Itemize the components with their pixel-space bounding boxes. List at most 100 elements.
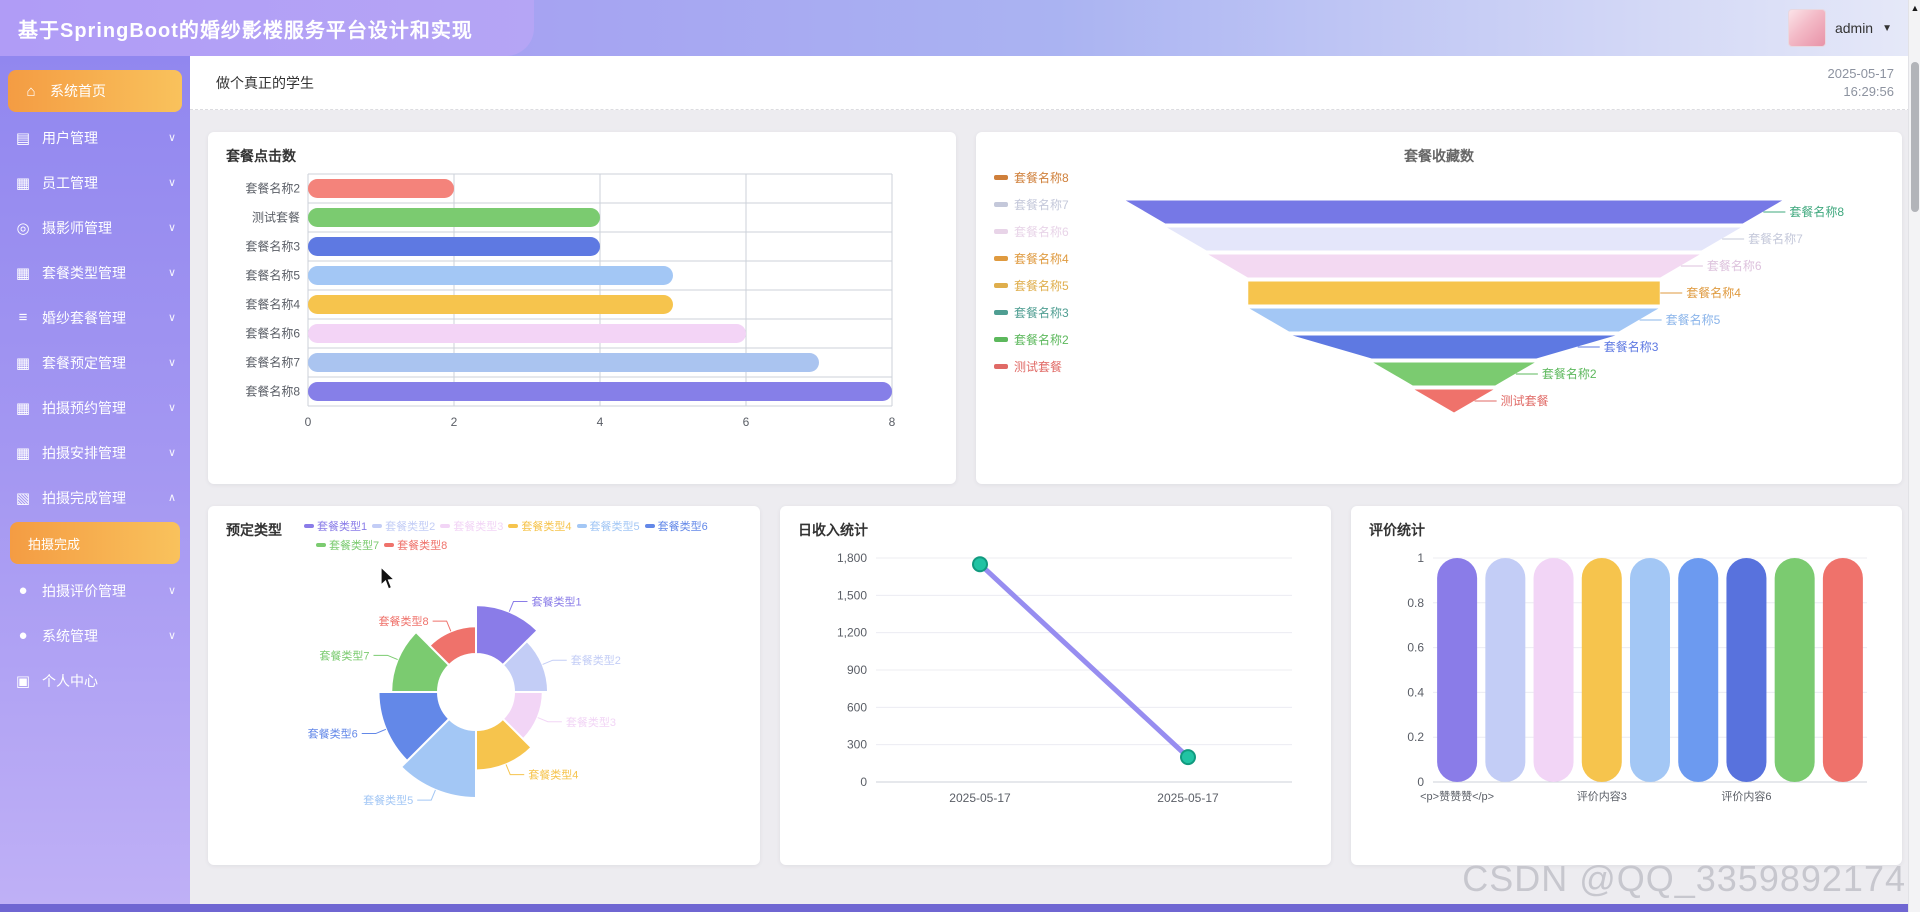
svg-text:套餐名称4: 套餐名称4 bbox=[1686, 285, 1741, 300]
legend-item-套餐类型8[interactable]: 套餐类型8 bbox=[384, 537, 447, 553]
legend-label: 套餐类型4 bbox=[521, 521, 572, 533]
svg-text:8: 8 bbox=[889, 415, 896, 429]
chevron-down-icon: ∨ bbox=[167, 222, 176, 234]
sidebar-item-11[interactable]: ● 系统管理 ∨ bbox=[0, 613, 190, 658]
legend-item-套餐名称3[interactable]: 套餐名称3 bbox=[994, 299, 1069, 326]
sidebar-item-12[interactable]: ▣ 个人中心 bbox=[0, 658, 190, 703]
sidebar-item-label: 用户管理 bbox=[42, 129, 98, 146]
svg-text:300: 300 bbox=[847, 738, 867, 752]
sidebar-item-0[interactable]: ⌂ 系统首页 bbox=[8, 70, 182, 112]
svg-text:0: 0 bbox=[305, 415, 312, 429]
chevron-down-icon: ∨ bbox=[167, 267, 176, 279]
legend-item-套餐类型2[interactable]: 套餐类型2 bbox=[372, 518, 435, 534]
grid-icon: ▦ bbox=[15, 264, 31, 282]
svg-text:0: 0 bbox=[1417, 775, 1424, 789]
grid-icon: ▦ bbox=[15, 444, 31, 462]
svg-text:套餐名称4: 套餐名称4 bbox=[245, 297, 300, 312]
user-menu[interactable]: admin ▼ bbox=[1787, 0, 1892, 56]
svg-text:评价内容6: 评价内容6 bbox=[1721, 789, 1771, 803]
sidebar-item-6[interactable]: ▦ 套餐预定管理 ∨ bbox=[0, 340, 190, 385]
legend-item-套餐类型4[interactable]: 套餐类型4 bbox=[508, 518, 572, 534]
svg-text:套餐名称6: 套餐名称6 bbox=[245, 326, 300, 341]
svg-text:测试套餐: 测试套餐 bbox=[252, 210, 300, 225]
app-title-box: 基于SpringBoot的婚纱影楼服务平台设计和实现 bbox=[0, 0, 534, 56]
svg-text:套餐名称6: 套餐名称6 bbox=[1707, 258, 1762, 273]
legend-item-套餐类型1[interactable]: 套餐类型1 bbox=[304, 518, 367, 534]
svg-text:套餐类型4: 套餐类型4 bbox=[528, 768, 578, 782]
grid-icon: ▦ bbox=[15, 174, 31, 192]
legend-item-测试套餐[interactable]: 测试套餐 bbox=[994, 353, 1069, 380]
sidebar-item-label: 套餐预定管理 bbox=[42, 354, 126, 371]
pie-legend: 套餐类型1 套餐类型2 套餐类型3 套餐类型4 套餐类型5 套餐类型6 套餐类型7 套餐类型8 bbox=[304, 518, 708, 556]
legend-item-套餐名称2[interactable]: 套餐名称2 bbox=[994, 326, 1069, 353]
scrollbar[interactable]: ▲ bbox=[1908, 0, 1920, 912]
legend-item-套餐名称8[interactable]: 套餐名称8 bbox=[994, 164, 1069, 191]
panel-title: 日收入统计 bbox=[798, 522, 868, 538]
badge-icon: ◎ bbox=[16, 219, 30, 237]
sidebar-item-1[interactable]: ▤ 用户管理 ∨ bbox=[0, 115, 190, 160]
legend-label: 套餐类型1 bbox=[317, 521, 368, 533]
legend-label: 测试套餐 bbox=[1014, 360, 1063, 374]
funnel-legend: 套餐名称8 套餐名称7 套餐名称6 套餐名称4 套餐名称5 套餐名称3 套餐名称2 测试套餐 bbox=[994, 164, 1069, 380]
legend-marker bbox=[384, 543, 395, 547]
legend-item-套餐类型7[interactable]: 套餐类型7 bbox=[316, 537, 379, 553]
svg-text:2025-05-17: 2025-05-17 bbox=[949, 791, 1011, 805]
sidebar-item-label: 拍摄安排管理 bbox=[42, 444, 126, 461]
svg-text:套餐名称5: 套餐名称5 bbox=[245, 268, 300, 283]
legend-item-套餐名称5[interactable]: 套餐名称5 bbox=[994, 272, 1069, 299]
topbar: 做个真正的学生 2025-05-17 16:29:56 bbox=[190, 56, 1920, 110]
svg-text:套餐名称7: 套餐名称7 bbox=[1748, 231, 1803, 246]
legend-label: 套餐类型3 bbox=[453, 521, 504, 533]
svg-text:2025-05-17: 2025-05-17 bbox=[1157, 791, 1219, 805]
legend-label: 套餐名称8 bbox=[1014, 171, 1069, 185]
chat-icon: ▧ bbox=[15, 489, 31, 507]
legend-label: 套餐名称6 bbox=[1014, 225, 1069, 239]
sidebar-item-10[interactable]: ● 拍摄评价管理 ∨ bbox=[0, 568, 190, 613]
svg-text:套餐类型5: 套餐类型5 bbox=[363, 793, 413, 807]
sidebar-item-7[interactable]: ▦ 拍摄预约管理 ∨ bbox=[0, 385, 190, 430]
sidebar-item-3[interactable]: ◎ 摄影师管理 ∨ bbox=[0, 205, 190, 250]
scroll-up-arrow-icon[interactable]: ▲ bbox=[1910, 3, 1920, 13]
panel-title: 预定类型 bbox=[226, 522, 282, 538]
legend-item-套餐名称6[interactable]: 套餐名称6 bbox=[994, 218, 1069, 245]
scrollbar-thumb[interactable] bbox=[1911, 62, 1919, 212]
date-text: 2025-05-17 bbox=[1827, 65, 1895, 81]
sidebar-subitem-拍摄完成[interactable]: 拍摄完成 bbox=[10, 522, 180, 564]
svg-text:0.8: 0.8 bbox=[1407, 596, 1424, 610]
grid-icon: ▦ bbox=[15, 354, 31, 372]
chevron-up-icon: ∧ bbox=[167, 492, 176, 504]
svg-text:套餐类型6: 套餐类型6 bbox=[308, 727, 358, 741]
legend-marker bbox=[994, 364, 1008, 369]
watermark-text: CSDN @QQ_3359892174 bbox=[1462, 858, 1906, 899]
svg-text:套餐类型8: 套餐类型8 bbox=[379, 614, 429, 628]
legend-item-套餐类型5[interactable]: 套餐类型5 bbox=[576, 518, 640, 534]
legend-item-套餐名称7[interactable]: 套餐名称7 bbox=[994, 191, 1069, 218]
sidebar-item-4[interactable]: ▦ 套餐类型管理 ∨ bbox=[0, 250, 190, 295]
chevron-down-icon[interactable]: ▼ bbox=[1882, 22, 1892, 34]
svg-text:900: 900 bbox=[847, 663, 867, 677]
svg-text:2: 2 bbox=[451, 415, 458, 429]
legend-marker bbox=[994, 202, 1008, 207]
svg-text:1,800: 1,800 bbox=[837, 551, 867, 565]
sidebar-item-9[interactable]: ▧ 拍摄完成管理 ∧ bbox=[0, 475, 190, 520]
legend-marker bbox=[994, 283, 1008, 288]
sidebar-item-5[interactable]: ≡ 婚纱套餐管理 ∨ bbox=[0, 295, 190, 340]
legend-item-套餐名称4[interactable]: 套餐名称4 bbox=[994, 245, 1069, 272]
svg-text:4: 4 bbox=[597, 415, 604, 429]
svg-text:测试套餐: 测试套餐 bbox=[1501, 393, 1549, 408]
chevron-down-icon: ∨ bbox=[167, 177, 176, 189]
legend-item-套餐类型6[interactable]: 套餐类型6 bbox=[644, 518, 708, 534]
chevron-down-icon: ∨ bbox=[167, 630, 176, 642]
legend-marker bbox=[994, 256, 1008, 261]
avatar[interactable] bbox=[1787, 9, 1826, 47]
legend-item-套餐类型3[interactable]: 套餐类型3 bbox=[440, 518, 503, 534]
panel-booking-types: 预定类型 套餐类型1 套餐类型2 套餐类型3 套餐类型4 套餐类型5 套餐类型6 套餐类型7… bbox=[208, 506, 760, 865]
svg-text:1,500: 1,500 bbox=[837, 588, 867, 602]
legend-label: 套餐名称3 bbox=[1014, 306, 1069, 320]
svg-text:套餐名称8: 套餐名称8 bbox=[1789, 204, 1844, 219]
sidebar-item-2[interactable]: ▦ 员工管理 ∨ bbox=[0, 160, 190, 205]
legend-label: 套餐名称7 bbox=[1014, 198, 1069, 212]
svg-text:0.6: 0.6 bbox=[1407, 641, 1424, 655]
sidebar-item-8[interactable]: ▦ 拍摄安排管理 ∨ bbox=[0, 430, 190, 475]
username: admin bbox=[1834, 20, 1874, 36]
